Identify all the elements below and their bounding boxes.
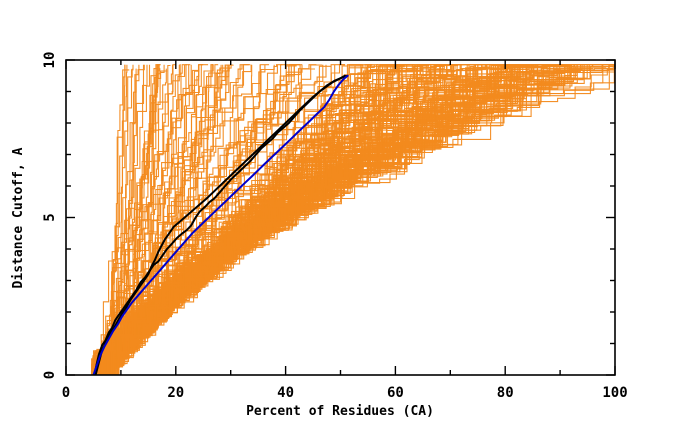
y-tick-label: 10 xyxy=(42,52,58,69)
x-tick-label: 60 xyxy=(387,385,404,401)
x-tick-label: 40 xyxy=(277,385,294,401)
axes-group: 0 20 40 60 80 100 0 5 10 xyxy=(42,52,628,401)
model-curve xyxy=(101,64,615,375)
reference-curve-reference-black-2 xyxy=(94,74,349,375)
reference-curve-reference-blue xyxy=(92,74,349,375)
y-tick-label: 5 xyxy=(42,213,58,221)
x-tick-label: 0 xyxy=(62,385,70,401)
x-axis-ticks xyxy=(65,60,616,375)
y-axis-ticks xyxy=(66,59,615,376)
x-tick-label: 100 xyxy=(602,385,627,401)
y-axis-label: Distance Cutoff, A xyxy=(11,147,26,288)
model-curve xyxy=(103,64,604,375)
model-curves-group xyxy=(90,64,615,375)
model-curve xyxy=(97,64,615,375)
reference-curve-reference-black-1 xyxy=(93,74,346,375)
x-axis-tick-labels: 0 20 40 60 80 100 xyxy=(62,385,628,401)
x-tick-label: 80 xyxy=(497,385,514,401)
y-tick-label: 0 xyxy=(42,371,58,379)
model-curve xyxy=(97,69,615,375)
reference-curves-group xyxy=(92,74,349,375)
model-curve xyxy=(99,64,571,375)
model-curve xyxy=(104,64,501,375)
x-tick-label: 20 xyxy=(167,385,184,401)
x-axis-label: Percent of Residues (CA) xyxy=(246,404,434,419)
y-axis-tick-labels: 0 5 10 xyxy=(42,52,58,380)
